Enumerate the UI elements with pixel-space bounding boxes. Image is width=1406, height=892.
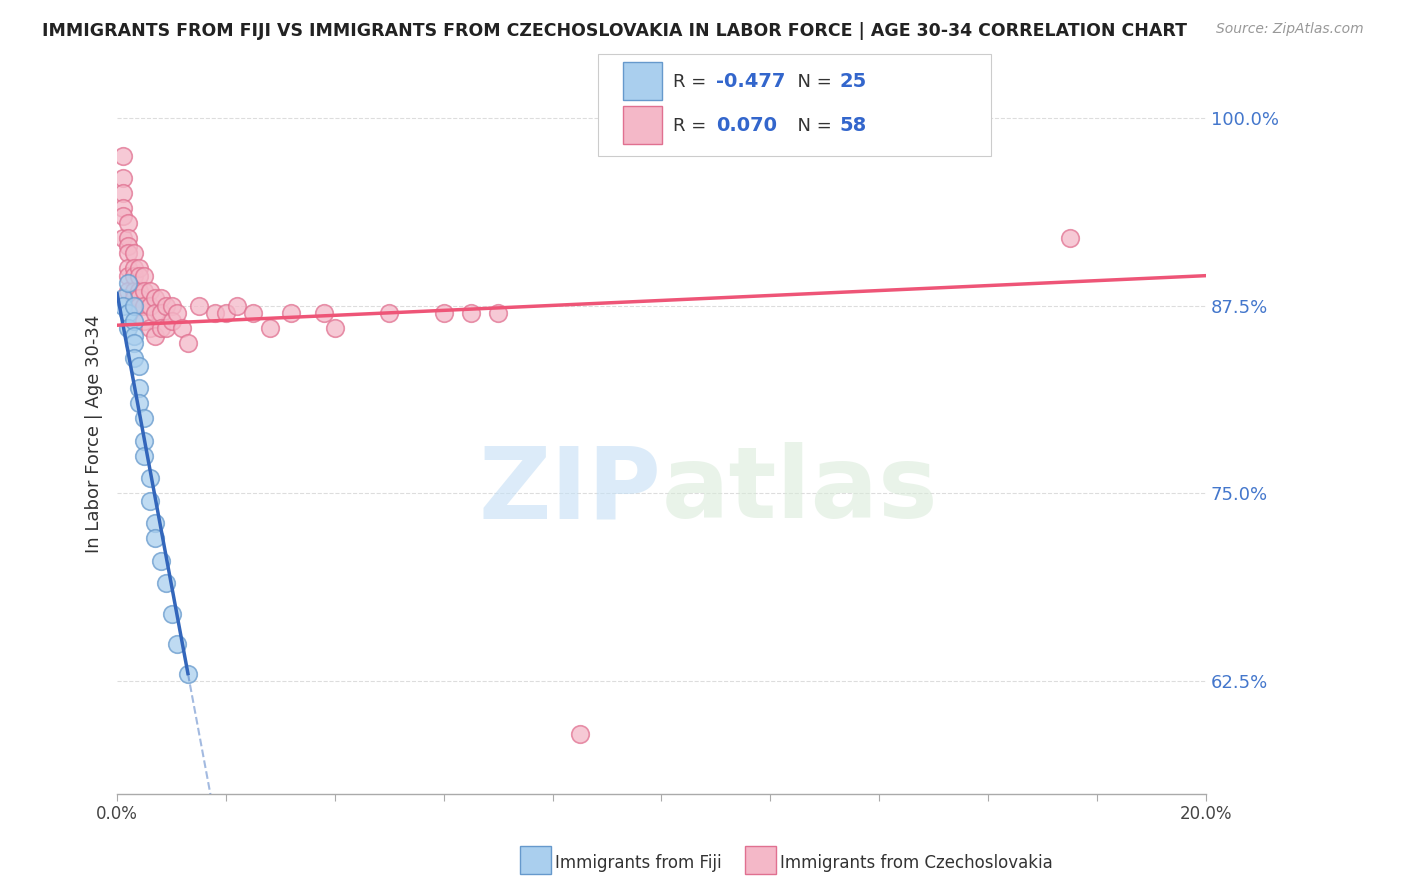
Point: [117, 246, 139, 260]
Text: N =: N =: [786, 73, 838, 91]
Point: [139, 321, 162, 335]
Point: [139, 494, 162, 508]
Point: [160, 299, 183, 313]
Text: IMMIGRANTS FROM FIJI VS IMMIGRANTS FROM CZECHOSLOVAKIA IN LABOR FORCE | AGE 30-3: IMMIGRANTS FROM FIJI VS IMMIGRANTS FROM …: [42, 22, 1187, 40]
Point: [139, 471, 162, 485]
Text: -0.477: -0.477: [716, 72, 785, 91]
Point: [122, 291, 145, 305]
Point: [117, 321, 139, 335]
Point: [128, 284, 150, 298]
Text: ZIP: ZIP: [478, 442, 661, 540]
Point: [177, 336, 200, 351]
Point: [143, 532, 166, 546]
Text: R =: R =: [673, 117, 713, 135]
Point: [568, 726, 591, 740]
Point: [111, 201, 134, 215]
Point: [134, 284, 156, 298]
Point: [149, 321, 172, 335]
Point: [134, 299, 156, 313]
Point: [134, 268, 156, 283]
Point: [128, 396, 150, 410]
Point: [117, 268, 139, 283]
Text: 25: 25: [839, 72, 866, 91]
Point: [143, 328, 166, 343]
Point: [226, 299, 249, 313]
Point: [134, 314, 156, 328]
Point: [143, 306, 166, 320]
Text: R =: R =: [673, 73, 713, 91]
Text: 58: 58: [839, 116, 866, 136]
Point: [122, 284, 145, 298]
Point: [143, 291, 166, 305]
Point: [128, 359, 150, 373]
Point: [111, 148, 134, 162]
Point: [117, 276, 139, 290]
Point: [242, 306, 264, 320]
Point: [117, 306, 139, 320]
Point: [117, 231, 139, 245]
Text: atlas: atlas: [661, 442, 938, 540]
Point: [155, 299, 177, 313]
Point: [149, 291, 172, 305]
Point: [122, 314, 145, 328]
Point: [122, 351, 145, 366]
Point: [177, 666, 200, 681]
Point: [128, 299, 150, 313]
Point: [122, 268, 145, 283]
Point: [323, 321, 346, 335]
Text: N =: N =: [786, 117, 838, 135]
Text: Immigrants from Fiji: Immigrants from Fiji: [555, 854, 723, 871]
Point: [122, 261, 145, 276]
Point: [117, 284, 139, 298]
Point: [134, 434, 156, 448]
Text: Source: ZipAtlas.com: Source: ZipAtlas.com: [1216, 22, 1364, 37]
Y-axis label: In Labor Force | Age 30-34: In Labor Force | Age 30-34: [86, 314, 103, 552]
Point: [111, 171, 134, 186]
Text: Immigrants from Czechoslovakia: Immigrants from Czechoslovakia: [780, 854, 1053, 871]
Point: [215, 306, 238, 320]
Point: [122, 336, 145, 351]
Point: [111, 291, 134, 305]
Point: [460, 306, 482, 320]
Point: [155, 576, 177, 591]
Point: [280, 306, 302, 320]
Point: [160, 314, 183, 328]
Point: [122, 299, 145, 313]
Point: [111, 231, 134, 245]
Point: [139, 299, 162, 313]
Point: [128, 291, 150, 305]
Point: [155, 321, 177, 335]
Point: [160, 607, 183, 621]
Point: [204, 306, 226, 320]
Point: [128, 261, 150, 276]
Point: [111, 299, 134, 313]
Point: [166, 306, 188, 320]
Point: [117, 238, 139, 252]
Point: [149, 306, 172, 320]
Point: [117, 261, 139, 276]
Point: [187, 299, 209, 313]
Point: [172, 321, 194, 335]
Point: [128, 381, 150, 395]
Point: [122, 328, 145, 343]
Point: [111, 186, 134, 200]
Point: [134, 411, 156, 425]
Point: [433, 306, 456, 320]
Point: [139, 284, 162, 298]
Point: [143, 516, 166, 531]
Point: [486, 306, 509, 320]
Text: 0.070: 0.070: [716, 116, 776, 136]
Point: [122, 246, 145, 260]
Point: [117, 216, 139, 230]
Point: [259, 321, 281, 335]
Point: [378, 306, 401, 320]
Point: [166, 636, 188, 650]
Point: [1059, 231, 1081, 245]
Point: [149, 554, 172, 568]
Point: [312, 306, 335, 320]
Point: [128, 268, 150, 283]
Point: [134, 449, 156, 463]
Point: [111, 209, 134, 223]
